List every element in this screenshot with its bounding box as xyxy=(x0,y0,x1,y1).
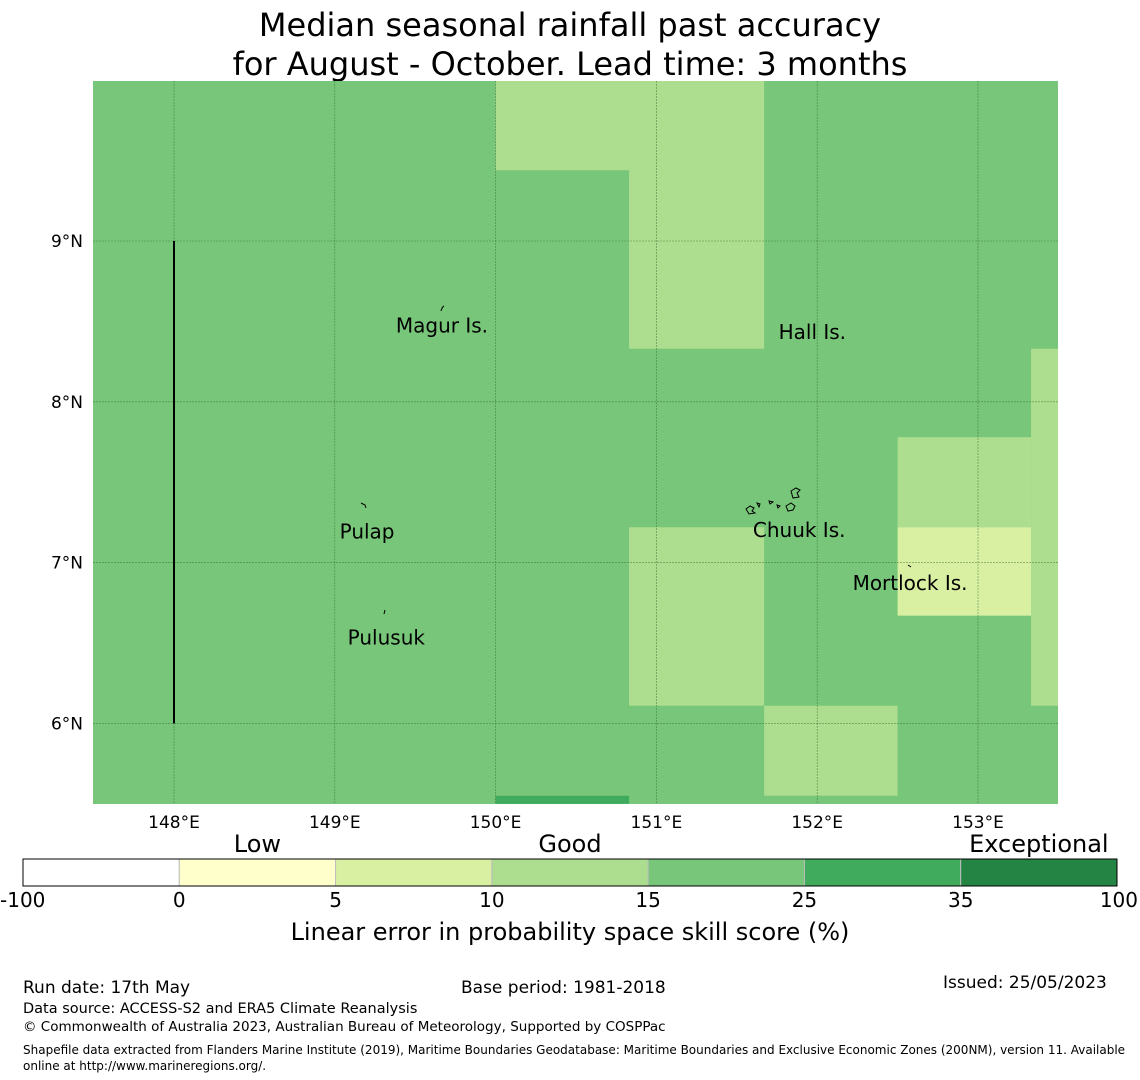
colorbar-tick-0: -100 xyxy=(0,888,46,912)
lon-tick-149: 149°E xyxy=(309,813,361,833)
label-magur: Magur Is. xyxy=(396,314,488,338)
colorbar-category-1: Good xyxy=(538,830,602,858)
colorbar-bin-1 xyxy=(178,858,337,887)
lat-tick-9: 9°N xyxy=(51,232,83,252)
colorbar-tick-3: 10 xyxy=(479,888,505,912)
mortlock-island-outline xyxy=(907,564,912,568)
lon-tick-152: 152°E xyxy=(791,813,843,833)
island-outlines xyxy=(360,305,912,615)
label-mortlock: Mortlock Is. xyxy=(853,571,968,595)
pulusuk-island-outline xyxy=(383,609,386,615)
colorbar-tick-7: 100 xyxy=(1099,888,1138,912)
place-labels: Magur Is. Hall Is. Pulap Chuuk Is. Mortlock … xyxy=(340,314,968,650)
colorbar-bin-0 xyxy=(22,858,180,887)
latitude-tick-labels: 9°N 8°N 7°N 6°N xyxy=(51,232,83,734)
run-date: Run date: 17th May xyxy=(23,978,191,998)
base-period: Base period: 1981-2018 xyxy=(461,978,666,998)
lat-tick-7: 7°N xyxy=(51,554,83,574)
colorbar-bin-2 xyxy=(335,858,493,887)
colorbar-tick-4: 15 xyxy=(635,888,661,912)
colorbar-tick-1: 0 xyxy=(172,888,186,912)
skill-cell-4 xyxy=(897,527,1032,616)
label-pulap: Pulap xyxy=(340,519,395,543)
lon-tick-153: 153°E xyxy=(952,813,1004,833)
data-source: Data source: ACCESS-S2 and ERA5 Climate … xyxy=(23,1001,418,1017)
lat-tick-6: 6°N xyxy=(51,714,83,734)
colorbar-bin-5 xyxy=(803,858,962,887)
lon-tick-148: 148°E xyxy=(148,813,200,833)
label-hall: Hall Is. xyxy=(779,320,846,344)
skill-cell-3 xyxy=(1031,348,1058,706)
grid-lines xyxy=(93,81,1058,804)
issued-date: Issued: 25/05/2023 xyxy=(943,973,1107,993)
skill-cell-1 xyxy=(629,81,765,349)
chart-title-line2: for August - October. Lead time: 3 month… xyxy=(232,45,908,83)
colorbar-category-0: Low xyxy=(233,830,282,858)
shapefile-credit: Shapefile data extracted from Flanders M… xyxy=(23,1043,1126,1073)
magur-island-outline xyxy=(440,305,445,312)
lon-tick-151: 151°E xyxy=(631,813,683,833)
colorbar-tick-5: 25 xyxy=(791,888,818,912)
skill-cell-5 xyxy=(629,527,765,706)
skill-cell-6 xyxy=(764,705,898,796)
skill-cell-0 xyxy=(495,81,630,171)
lon-tick-150: 150°E xyxy=(470,813,522,833)
label-pulusuk: Pulusuk xyxy=(348,626,426,650)
copyright: © Commonwealth of Australia 2023, Austra… xyxy=(23,1019,666,1035)
label-chuuk: Chuuk Is. xyxy=(753,518,846,542)
lat-tick-8: 8°N xyxy=(51,393,83,413)
colorbar-frame xyxy=(22,858,1118,887)
pulap-island-outline xyxy=(360,502,367,509)
colorbar-category-2: Exceptional xyxy=(969,830,1109,858)
colorbar-tick-2: 5 xyxy=(329,888,342,912)
colorbar-label: Linear error in probability space skill … xyxy=(290,918,850,946)
colorbar xyxy=(22,858,1118,887)
skill-cells xyxy=(495,81,1058,804)
chart-title-line1: Median seasonal rainfall past accuracy xyxy=(258,6,882,44)
map-background xyxy=(93,81,1058,804)
skill-cell-2 xyxy=(897,437,1032,528)
chuuk-lagoon-outline xyxy=(745,487,801,515)
colorbar-tick-6: 35 xyxy=(947,888,974,912)
longitude-tick-labels: 148°E 149°E 150°E 151°E 152°E 153°E xyxy=(148,813,1004,833)
colorbar-bin-3 xyxy=(491,858,649,887)
skill-cell-7 xyxy=(495,795,630,804)
colorbar-bin-6 xyxy=(960,858,1118,887)
colorbar-bin-4 xyxy=(647,858,805,887)
